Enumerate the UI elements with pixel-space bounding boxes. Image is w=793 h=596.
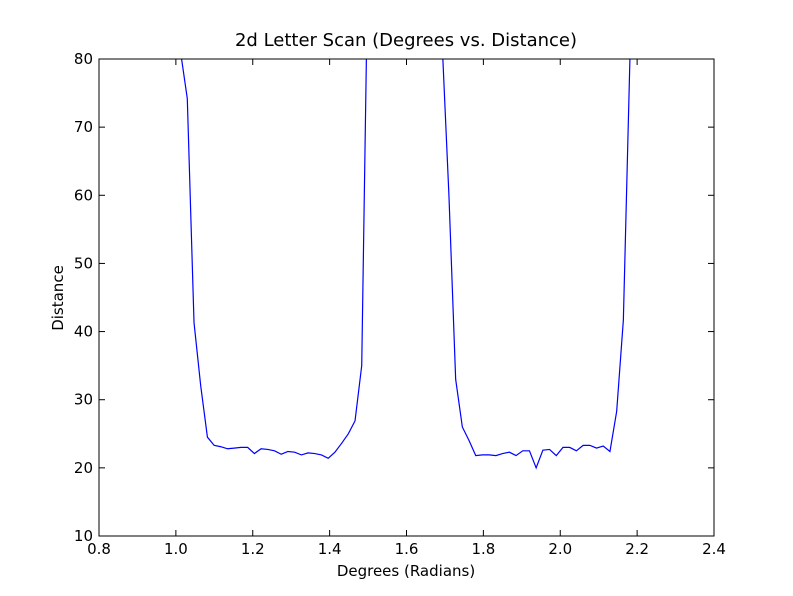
x-tick-label: 2.4 [702,540,726,558]
chart-title: 2d Letter Scan (Degrees vs. Distance) [235,30,577,51]
x-tick-label: 0.8 [87,540,111,558]
x-tick-label: 1.6 [395,540,419,558]
y-tick-label: 50 [74,254,93,272]
x-tick-label: 1.4 [318,540,342,558]
y-tick-label: 10 [74,527,93,545]
x-tick-label: 1.0 [164,540,188,558]
y-tick-label: 60 [74,186,93,204]
x-tick-label: 2.2 [625,540,649,558]
x-tick-label: 2.0 [548,540,572,558]
y-tick-label: 20 [74,459,93,477]
x-tick-label: 1.2 [241,540,265,558]
x-tick-label: 1.8 [471,540,495,558]
y-tick-label: 70 [74,118,93,136]
y-tick-label: 80 [74,50,93,68]
x-axis-label: Degrees (Radians) [337,562,475,580]
y-axis-label: Distance [49,265,67,331]
y-tick-label: 40 [74,323,93,341]
data-line [180,59,631,470]
y-tick-label: 30 [74,391,93,409]
